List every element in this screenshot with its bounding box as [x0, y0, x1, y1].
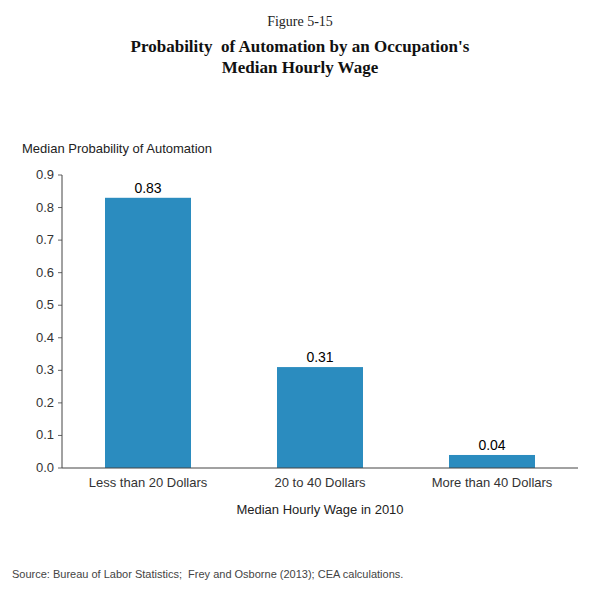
- y-tick-label: 0.1: [36, 427, 54, 442]
- y-tick-label: 0.5: [36, 297, 54, 312]
- title-line: Probability of Automation by an Occupati…: [131, 37, 470, 56]
- title: Probability of Automation by an Occupati…: [131, 37, 470, 77]
- y-tick: [58, 337, 62, 338]
- data-label: 0.83: [134, 180, 161, 196]
- y-tick: [58, 240, 62, 241]
- bar: [449, 455, 535, 468]
- title-line: Median Hourly Wage: [222, 58, 379, 77]
- y-tick: [58, 207, 62, 208]
- y-tick-label: 0.7: [36, 232, 54, 247]
- data-label: 0.31: [306, 349, 333, 365]
- y-tick-label: 0.3: [36, 362, 54, 377]
- y-tick: [58, 305, 62, 306]
- x-tick-label: 20 to 40 Dollars: [274, 475, 366, 490]
- x-tick-label: More than 40 Dollars: [432, 475, 553, 490]
- y-tick: [58, 175, 62, 176]
- x-tick-label: Less than 20 Dollars: [89, 475, 208, 490]
- y-tick-label: 0.2: [36, 395, 54, 410]
- bar: [277, 367, 363, 468]
- source-note: Source: Bureau of Labor Statistics; Frey…: [12, 568, 403, 580]
- x-axis-label: Median Hourly Wage in 2010: [236, 502, 403, 517]
- y-tick-label: 0.0: [36, 460, 54, 475]
- y-axis-label: Median Probability of Automation: [22, 141, 212, 156]
- bars: [105, 198, 535, 468]
- y-tick-label: 0.4: [36, 330, 54, 345]
- y-tick-label: 0.9: [36, 167, 54, 182]
- figure-label: Figure 5-15: [267, 14, 333, 29]
- bar: [105, 198, 191, 468]
- y-axis-line: [62, 175, 63, 468]
- y-tick: [58, 435, 62, 436]
- y-tick: [58, 272, 62, 273]
- chart: Figure 5-15 Probability of Automation by …: [0, 0, 600, 590]
- y-tick: [58, 468, 62, 469]
- data-label: 0.04: [478, 437, 505, 453]
- y-tick-label: 0.8: [36, 200, 54, 215]
- y-tick: [58, 370, 62, 371]
- x-axis-line: [62, 468, 578, 469]
- y-tick-label: 0.6: [36, 265, 54, 280]
- y-tick: [58, 402, 62, 403]
